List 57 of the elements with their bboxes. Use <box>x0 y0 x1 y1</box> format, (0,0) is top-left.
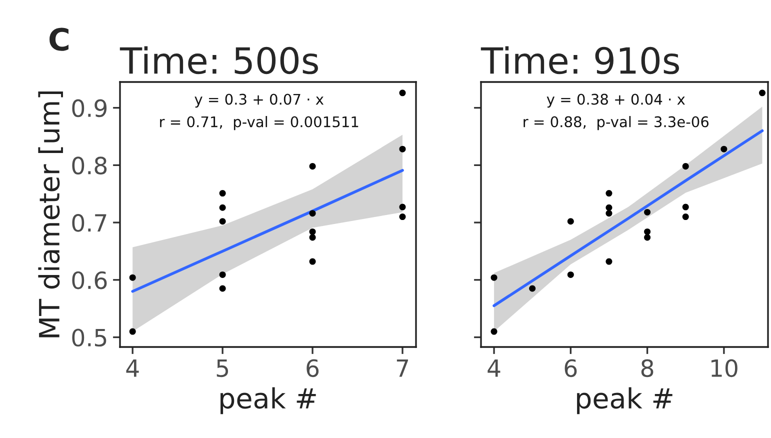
text: C <box>50 28 68 51</box>
x-tick-label: 5 <box>216 360 228 378</box>
x-tick-label: 8 <box>641 359 654 378</box>
point <box>644 208 651 216</box>
x-axis-title: peak # <box>220 387 316 414</box>
point <box>720 146 728 152</box>
chart-title: Time: 910s <box>480 46 679 74</box>
annotation: r = 0.71, p-val = 0.001511 <box>160 116 358 130</box>
point <box>606 204 612 211</box>
y-axis-title: MT diameter [um] <box>38 91 63 338</box>
point <box>219 271 226 278</box>
point <box>606 258 612 265</box>
point <box>219 190 226 197</box>
point <box>129 274 136 281</box>
point <box>129 328 136 335</box>
point <box>567 218 574 225</box>
point <box>399 146 406 152</box>
point <box>567 271 574 278</box>
y-tick-label: 0.7 <box>72 214 106 232</box>
point <box>399 214 406 220</box>
point <box>399 90 406 96</box>
point <box>219 218 226 225</box>
annotation: y = 0.3 + 0.07 · x <box>194 94 324 108</box>
point <box>309 258 316 265</box>
y-tick-label: 0.5 <box>72 328 106 347</box>
point <box>309 163 316 170</box>
chart-title: Time: 500s <box>120 46 318 74</box>
x-tick-label: 4 <box>126 360 139 377</box>
point <box>758 90 766 96</box>
x-axis-title: peak # <box>577 387 672 414</box>
annotation: r = 0.88, p-val = 3.3e-06 <box>524 116 709 130</box>
point <box>644 228 651 235</box>
point <box>309 228 316 235</box>
point <box>529 285 536 292</box>
point <box>606 190 612 197</box>
point <box>219 204 226 211</box>
point <box>399 204 406 210</box>
x-tick-label: 6 <box>564 359 577 378</box>
point <box>309 234 316 241</box>
y-tick-label: 0.8 <box>72 156 107 174</box>
y-tick-label: 0.9 <box>72 99 107 118</box>
point <box>490 328 498 335</box>
y-tick-label: 0.6 <box>72 271 107 290</box>
point <box>219 285 226 292</box>
point <box>490 274 498 281</box>
x-tick-label: 6 <box>306 359 319 378</box>
x-tick-label: 4 <box>488 360 500 377</box>
point <box>606 210 612 217</box>
point <box>309 210 316 217</box>
point <box>682 204 689 210</box>
point <box>682 214 689 220</box>
annotation: y = 0.38 + 0.04 · x <box>546 94 685 108</box>
point <box>682 163 689 170</box>
x-tick-label: 7 <box>396 360 408 377</box>
line-series <box>131 168 404 293</box>
x-tick-label: 10 <box>712 359 738 378</box>
point <box>644 234 651 241</box>
